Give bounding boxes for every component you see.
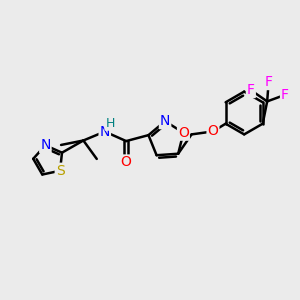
Text: N: N bbox=[100, 124, 110, 139]
Text: F: F bbox=[247, 83, 255, 97]
Text: H: H bbox=[105, 117, 115, 130]
Text: N: N bbox=[40, 138, 51, 152]
Text: N: N bbox=[160, 114, 170, 128]
Text: S: S bbox=[56, 164, 64, 178]
Text: O: O bbox=[121, 155, 132, 170]
Text: F: F bbox=[265, 75, 273, 89]
Text: O: O bbox=[178, 126, 189, 140]
Text: O: O bbox=[208, 124, 218, 138]
Text: F: F bbox=[281, 88, 289, 102]
